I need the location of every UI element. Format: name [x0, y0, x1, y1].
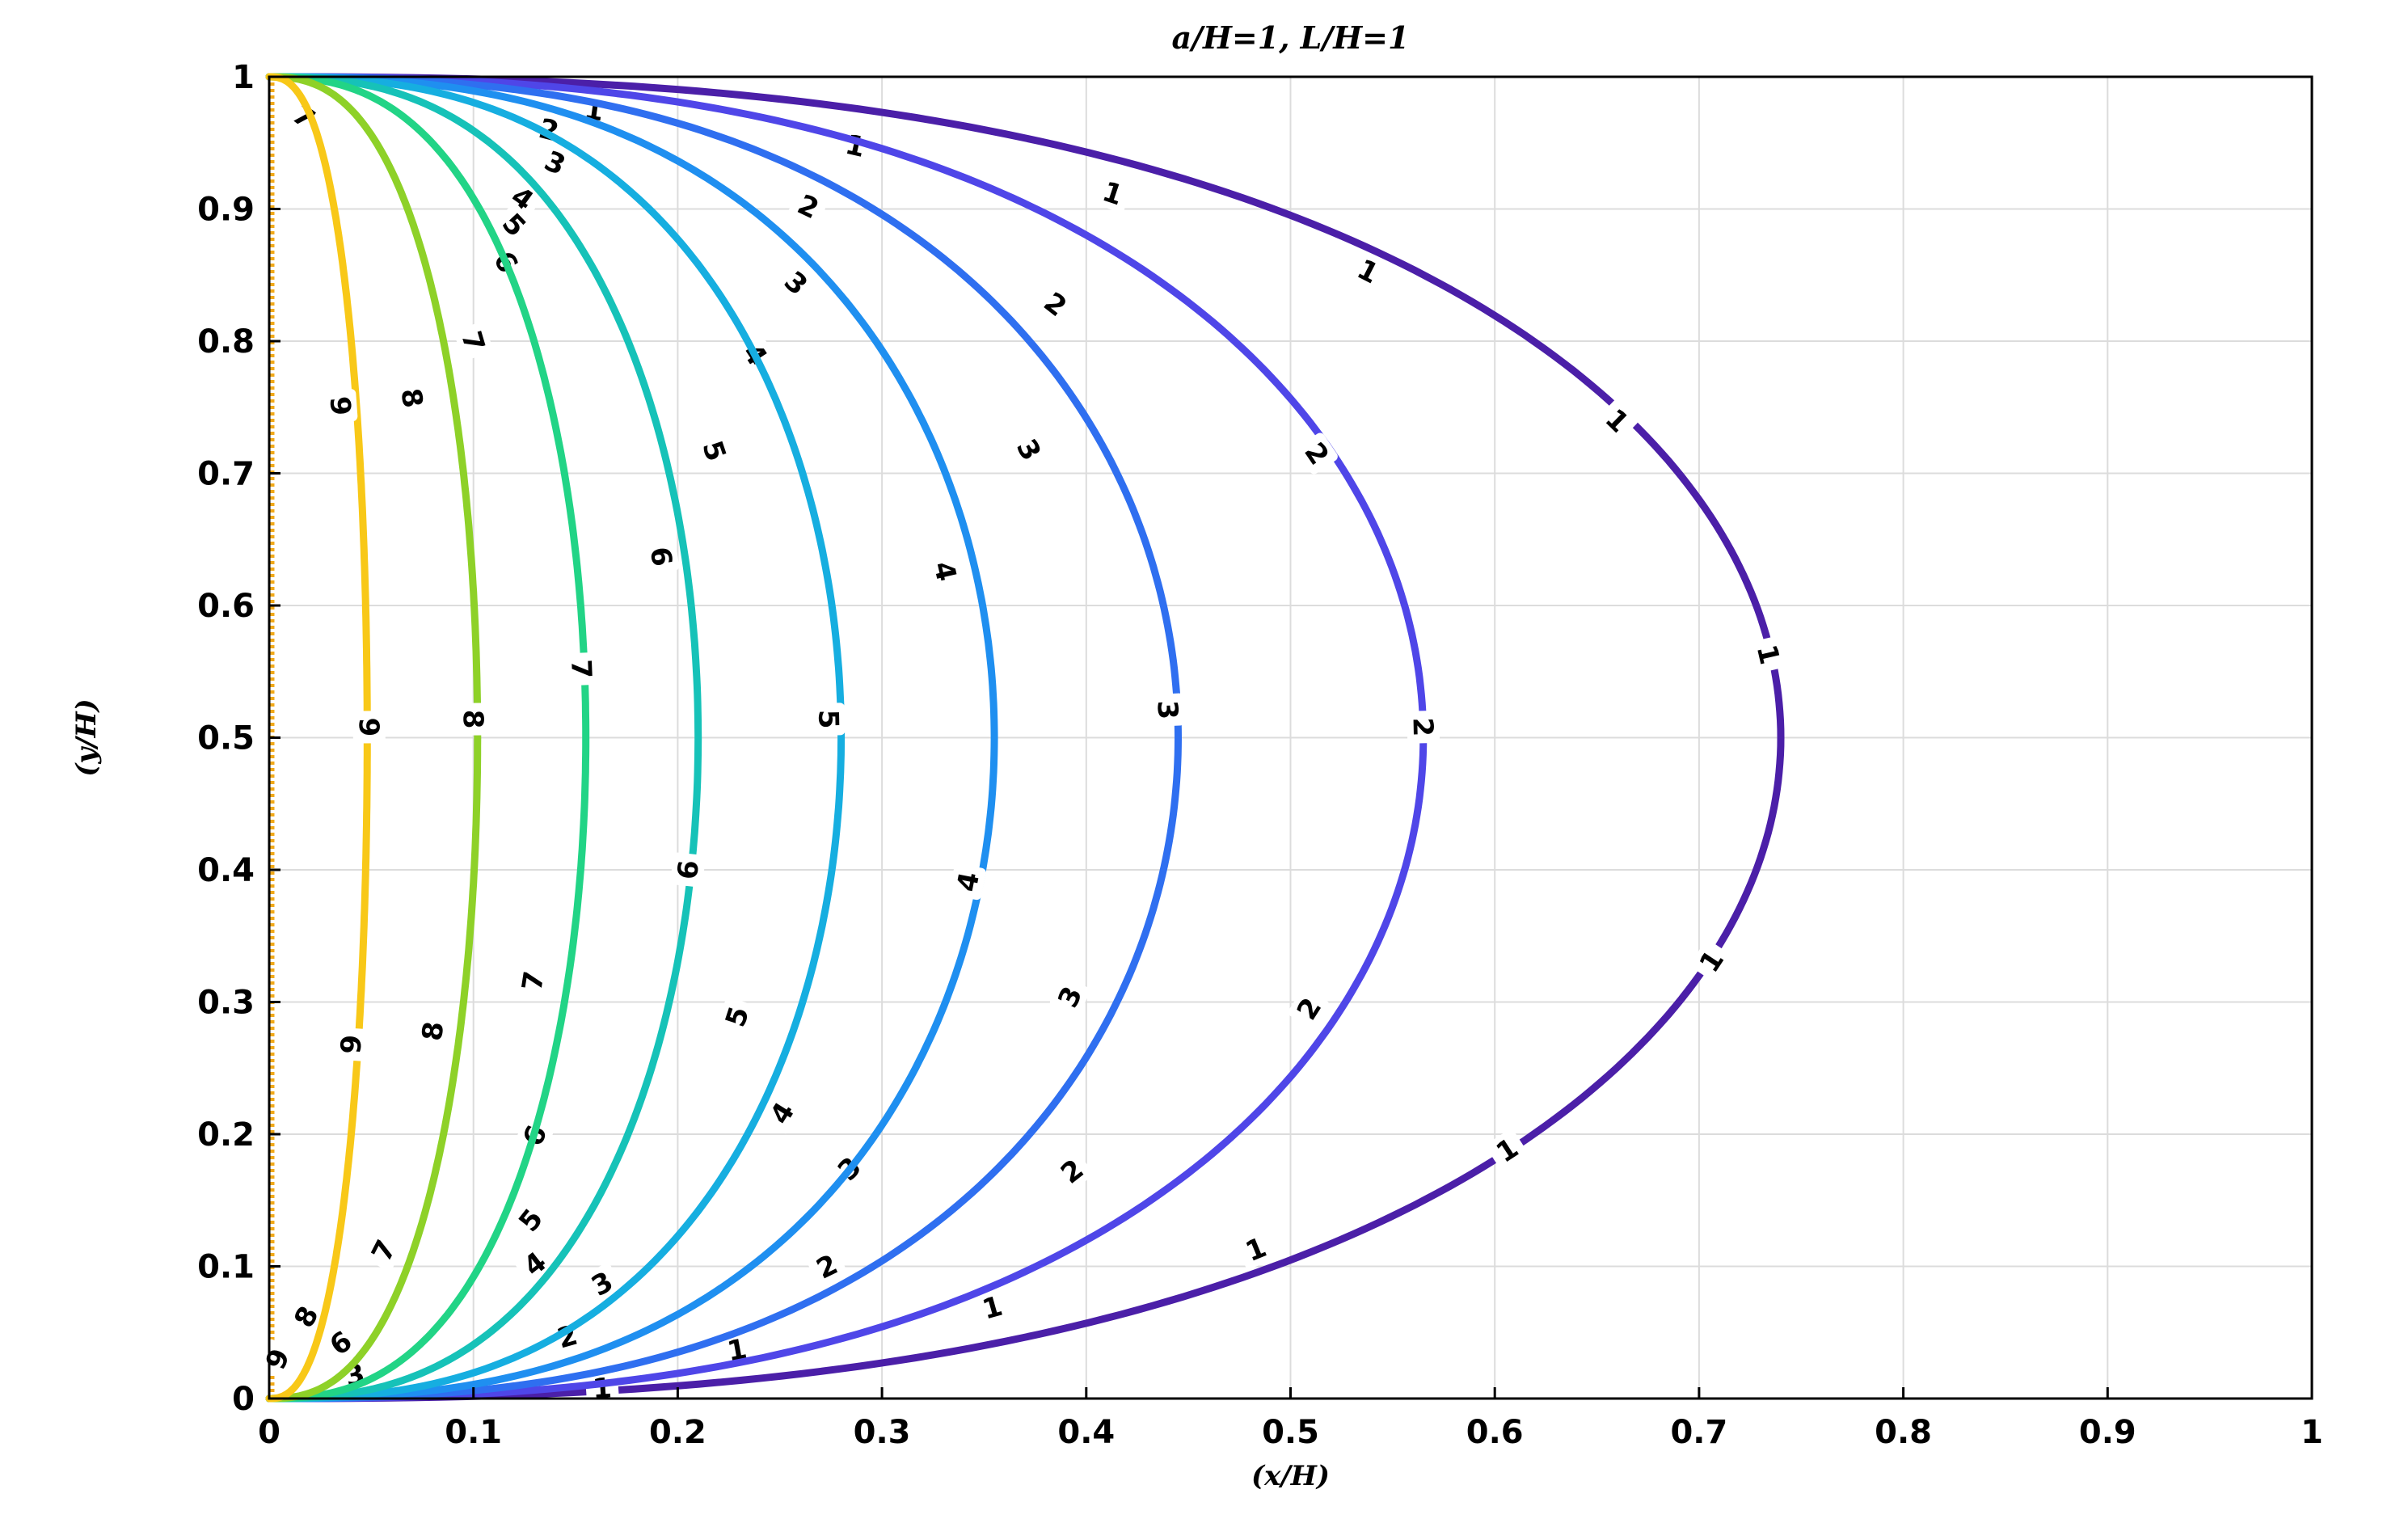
y-tick-label: 0.6 [197, 588, 255, 625]
y-tick-label: 0.3 [197, 985, 255, 1022]
contour-label-background [285, 1296, 327, 1337]
y-tick-label: 0.4 [197, 852, 255, 889]
x-tick-label: 0.1 [445, 1414, 502, 1451]
contour-label-background [334, 1027, 368, 1061]
contour-label-2: 2 [1407, 717, 1440, 737]
y-tick-label: 1 [232, 59, 255, 96]
contour-label-background [812, 702, 846, 736]
x-tick-label: 0 [258, 1414, 280, 1451]
contour-label-background [535, 142, 576, 183]
contour-label-background [1407, 711, 1440, 744]
contour-label-9: 9 [323, 395, 357, 416]
contour-label-9: 9 [352, 718, 385, 737]
contour-label-background [1035, 283, 1077, 325]
tick-layer: 0 0.1 0.2 0.3 0.4 0.5 0.6 0.7 0.8 0.9 1 0 0.1 0.2 0.3 0… [197, 59, 2323, 1451]
contour-label-background [1049, 977, 1090, 1017]
contour-label-background [363, 1230, 404, 1271]
contour-label-background [761, 1092, 803, 1134]
y-tick-label: 0.2 [197, 1116, 255, 1154]
x-tick-label: 0.8 [1875, 1414, 1932, 1451]
contour-label-background [949, 863, 986, 901]
contour-label-background [415, 1013, 450, 1049]
contour-label-8: 8 [416, 1019, 451, 1043]
contour-line-3 [265, 73, 1183, 1403]
contour-label-background [1750, 635, 1787, 673]
contour-line-7 [265, 73, 590, 1403]
contour-label-background [1596, 399, 1639, 441]
contour-label-background [788, 186, 829, 226]
contour-label-background [509, 1199, 552, 1241]
contour-label-5: 5 [812, 709, 844, 728]
contour-label-background [1009, 429, 1050, 470]
contour-label-9: 9 [335, 1034, 368, 1055]
contour-label-background [394, 380, 430, 416]
contour-label-8: 8 [457, 710, 489, 729]
contour-label-1: 1 [592, 1372, 613, 1406]
x-tick-label: 0.2 [649, 1414, 706, 1451]
contour-label-6: 6 [643, 545, 678, 568]
x-tick-label: 0.9 [2079, 1414, 2136, 1451]
contour-label-background [454, 322, 493, 361]
y-tick-label: 0.9 [197, 192, 255, 229]
contour-label-background [352, 711, 386, 744]
contour-label-background [1051, 1150, 1093, 1192]
contour-line-1 [265, 73, 1785, 1403]
contour-line-8 [265, 73, 482, 1403]
y-tick-label: 0.1 [197, 1249, 255, 1286]
contour-label-background [973, 1288, 1011, 1327]
contour-label-background [695, 431, 734, 470]
y-axis-label: (y/H) [70, 698, 103, 776]
x-tick-label: 0.3 [854, 1414, 911, 1451]
contour-label-background [1093, 174, 1132, 213]
contour-label-background [718, 997, 757, 1036]
contour-label-6: 6 [672, 859, 706, 881]
contour-label-background [493, 204, 536, 246]
chart-title: a/H=1, L/H=1 [1172, 19, 1410, 56]
contour-line-4 [265, 73, 998, 1403]
y-tick-label: 0.8 [197, 323, 255, 361]
x-axis-label: (x/H) [1251, 1460, 1330, 1492]
x-tick-label: 0.6 [1466, 1414, 1524, 1451]
y-tick-label: 0 [232, 1381, 255, 1418]
contour-label-background [581, 1263, 622, 1304]
contour-label-background [1348, 251, 1389, 292]
contour-label-background [515, 963, 551, 999]
contour-label-background [926, 552, 964, 590]
x-tick-label: 0.4 [1057, 1414, 1115, 1451]
contour-label-background [257, 1339, 297, 1379]
contour-label-3: 3 [1150, 699, 1183, 719]
contour-label-background [1288, 988, 1330, 1029]
contour-label-background [1690, 940, 1732, 982]
contour-label-background [1296, 432, 1338, 475]
contour-label-background [643, 538, 680, 575]
x-tick-label: 0.5 [1262, 1414, 1319, 1451]
contour-line-6 [265, 73, 702, 1403]
contour-label-background [670, 852, 706, 888]
contour-line-5 [265, 73, 846, 1403]
contour-label-background [1236, 1229, 1276, 1269]
contour-label-7: 7 [564, 659, 597, 679]
contour-label-background [775, 262, 817, 304]
y-tick-label: 0.7 [197, 456, 255, 493]
contour-label-background [323, 389, 358, 424]
contour-label-background [565, 652, 599, 686]
contour-label-background [807, 1246, 847, 1287]
contour-label-background [1487, 1129, 1528, 1171]
contour-label-background [457, 702, 490, 736]
x-tick-label: 1 [2301, 1414, 2323, 1451]
contour-label-background [319, 1322, 361, 1364]
y-tick-label: 0.5 [197, 720, 255, 757]
x-tick-label: 0.7 [1670, 1414, 1727, 1451]
contour-label-background [1151, 693, 1185, 727]
